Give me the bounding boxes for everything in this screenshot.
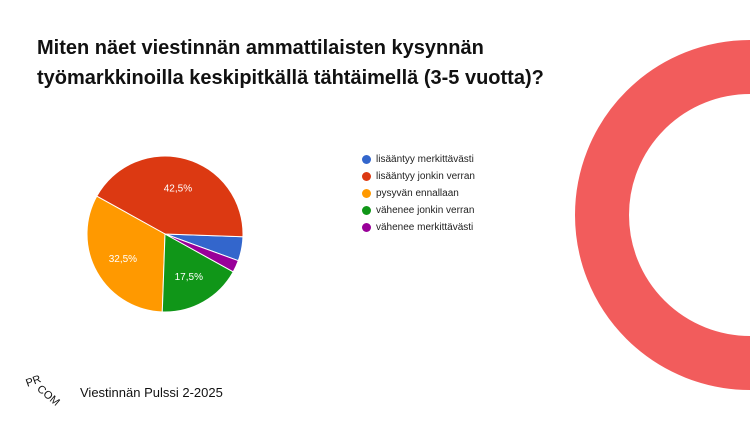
legend-label-1: lisääntyy merkittävästi <box>376 154 474 165</box>
legend-swatch-5 <box>362 223 371 232</box>
logo-text-top: PR <box>24 373 43 390</box>
decorative-ring-arc <box>575 40 750 390</box>
legend-swatch-4 <box>362 206 371 215</box>
legend-item-1: lisääntyy merkittävästi <box>362 151 475 168</box>
pie-label-4: 17,5% <box>175 272 203 283</box>
footer-text: Viestinnän Pulssi 2-2025 <box>80 385 223 400</box>
pie-slice-2 <box>96 155 244 238</box>
chart-legend: lisääntyy merkittävästi lisääntyy jonkin … <box>362 151 475 236</box>
slide-title-line-1: Miten näet viestinnän ammattilaisten kys… <box>37 37 484 59</box>
slide-title: Miten näet viestinnän ammattilaisten kys… <box>37 33 597 93</box>
legend-item-5: vähenee merkittävästi <box>362 219 475 236</box>
legend-swatch-2 <box>362 172 371 181</box>
legend-label-3: pysyvän ennallaan <box>376 188 459 199</box>
legend-label-4: vähenee jonkin verran <box>376 205 475 216</box>
legend-label-5: vähenee merkittävästi <box>376 222 474 233</box>
logo-text-bottom: COM <box>34 383 61 409</box>
legend-item-4: vähenee jonkin verran <box>362 202 475 219</box>
legend-swatch-3 <box>362 189 371 198</box>
pie-slice-4 <box>161 233 234 313</box>
legend-label-2: lisääntyy jonkin verran <box>376 171 475 182</box>
pie-slice-3 <box>86 195 166 313</box>
pie-label-3: 32,5% <box>109 254 137 265</box>
legend-swatch-1 <box>362 155 371 164</box>
procom-logo: PR COM <box>24 373 62 409</box>
legend-item-3: pysyvän ennallaan <box>362 185 475 202</box>
slide-title-line-2: työmarkkinoilla keskipitkällä tähtäimell… <box>37 67 544 89</box>
pie-slice-5 <box>164 233 239 273</box>
legend-item-2: lisääntyy jonkin verran <box>362 168 475 185</box>
pie-label-2: 42,5% <box>164 183 192 194</box>
